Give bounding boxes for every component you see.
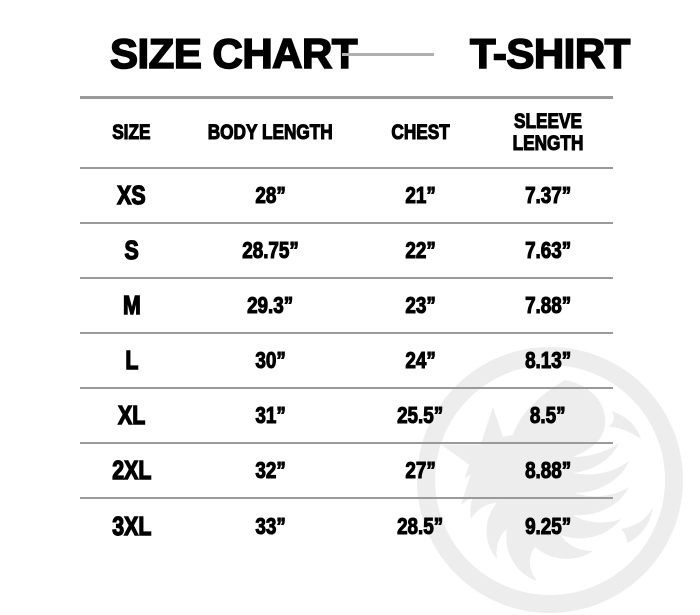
cell-chest: 28.5”: [358, 496, 483, 553]
cell-sleeve-length-value: 7.88”: [524, 291, 572, 318]
cell-chest-value: 25.5”: [397, 401, 444, 428]
cell-size-value: 3XL: [111, 510, 152, 541]
column-header-size: SIZE: [80, 96, 183, 168]
cell-size: 3XL: [80, 496, 183, 553]
table-header: SIZE BODY LENGTH CHEST SLEEVE LENGTH: [80, 96, 613, 168]
page-title-secondary: T-SHIRT: [469, 30, 631, 77]
title-divider-rule: [342, 53, 434, 56]
column-header-sleeve-length-label: SLEEVE LENGTH: [512, 109, 584, 155]
cell-sleeve-length: 8.88”: [483, 441, 613, 498]
cell-body-length-value: 29.3”: [247, 291, 294, 318]
page-title-primary-text: SIZE CHART: [109, 30, 358, 77]
cell-sleeve-length-value: 7.37”: [524, 181, 572, 208]
cell-body-length: 29.3”: [183, 276, 358, 333]
cell-size-value: M: [122, 290, 141, 320]
table-row: XS 28” 21” 7.37”: [80, 166, 613, 223]
cell-size: XL: [80, 386, 183, 443]
cell-sleeve-length: 9.25”: [483, 496, 613, 553]
cell-chest-value: 22”: [405, 236, 436, 263]
table-row: XL 31” 25.5” 8.5”: [80, 386, 613, 443]
cell-size: 2XL: [80, 441, 183, 498]
cell-chest-value: 28.5”: [397, 512, 444, 539]
page-title-bar: SIZE CHART T-SHIRT: [0, 28, 700, 80]
cell-chest-value: 24”: [405, 346, 436, 373]
cell-chest-value: 27”: [405, 456, 436, 483]
table-row: 3XL 33” 28.5” 9.25”: [80, 496, 613, 553]
table-header-row: SIZE BODY LENGTH CHEST SLEEVE LENGTH: [80, 96, 613, 168]
cell-chest-value: 23”: [405, 291, 436, 318]
cell-chest: 25.5”: [358, 386, 483, 443]
cell-body-length-value: 28.75”: [242, 236, 300, 263]
cell-sleeve-length: 8.13”: [483, 331, 613, 388]
column-header-body-length: BODY LENGTH: [183, 96, 358, 168]
cell-size-value: L: [124, 345, 139, 375]
column-header-body-length-label: BODY LENGTH: [207, 120, 334, 144]
cell-chest: 27”: [358, 441, 483, 498]
cell-body-length-value: 28”: [255, 181, 286, 208]
cell-body-length-value: 30”: [255, 346, 286, 373]
cell-size: L: [80, 331, 183, 388]
cell-sleeve-length: 7.37”: [483, 166, 613, 223]
cell-size-value: XL: [117, 400, 146, 430]
size-chart-table-container: SIZE BODY LENGTH CHEST SLEEVE LENGTH XS …: [80, 96, 613, 553]
cell-sleeve-length: 7.63”: [483, 221, 613, 278]
cell-size-value: XS: [117, 180, 147, 210]
cell-sleeve-length-value: 8.13”: [524, 346, 572, 373]
cell-chest: 21”: [358, 166, 483, 223]
cell-chest-value: 21”: [405, 181, 436, 208]
page-title-primary: SIZE CHART: [109, 30, 358, 77]
column-header-size-label: SIZE: [112, 120, 151, 144]
cell-sleeve-length-value: 9.25”: [524, 512, 572, 539]
column-header-sleeve-length: SLEEVE LENGTH: [483, 96, 613, 168]
cell-body-length-value: 33”: [255, 512, 286, 539]
cell-body-length-value: 32”: [255, 456, 286, 483]
cell-sleeve-length-value: 7.63”: [524, 236, 572, 263]
cell-body-length: 30”: [183, 331, 358, 388]
page-title-secondary-text: T-SHIRT: [469, 30, 631, 77]
cell-sleeve-length-value: 8.5”: [530, 401, 567, 428]
cell-size-value: 2XL: [111, 455, 152, 485]
cell-body-length: 33”: [183, 496, 358, 553]
table-row: L 30” 24” 8.13”: [80, 331, 613, 388]
cell-body-length: 32”: [183, 441, 358, 498]
cell-body-length: 31”: [183, 386, 358, 443]
size-chart-table: SIZE BODY LENGTH CHEST SLEEVE LENGTH XS …: [80, 96, 613, 553]
cell-size-value: S: [124, 235, 139, 265]
cell-sleeve-length: 7.88”: [483, 276, 613, 333]
cell-sleeve-length-value: 8.88”: [524, 456, 572, 483]
cell-sleeve-length: 8.5”: [483, 386, 613, 443]
cell-size: S: [80, 221, 183, 278]
column-header-chest: CHEST: [358, 96, 483, 168]
cell-size: XS: [80, 166, 183, 223]
table-row: 2XL 32” 27” 8.88”: [80, 441, 613, 498]
cell-body-length: 28.75”: [183, 221, 358, 278]
cell-size: M: [80, 276, 183, 333]
column-header-chest-label: CHEST: [391, 120, 450, 144]
table-body: XS 28” 21” 7.37” S 28.75” 22” 7.63” M 29…: [80, 166, 613, 553]
cell-body-length: 28”: [183, 166, 358, 223]
cell-chest: 23”: [358, 276, 483, 333]
cell-chest: 22”: [358, 221, 483, 278]
cell-chest: 24”: [358, 331, 483, 388]
table-row: M 29.3” 23” 7.88”: [80, 276, 613, 333]
table-row: S 28.75” 22” 7.63”: [80, 221, 613, 278]
cell-body-length-value: 31”: [255, 401, 286, 428]
